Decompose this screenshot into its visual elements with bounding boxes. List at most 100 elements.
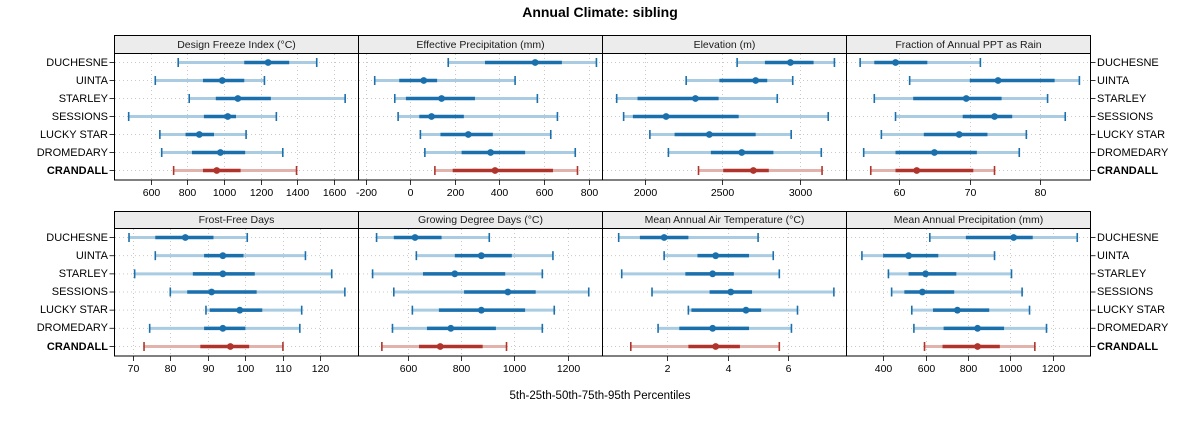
median-dot [752,77,760,84]
interval-row [697,166,823,175]
percentiles-caption: 5th-25th-50th-75th-95th Percentiles [509,390,691,402]
interval-row [375,233,491,242]
interval-row [913,323,1048,333]
site-label-right: CRANDALL [1097,164,1159,177]
median-dot [749,167,757,174]
interval-row [649,130,792,139]
median-dot [953,306,961,314]
interval-row [188,94,346,103]
site-label-right: SESSIONS [1097,110,1154,123]
site-label-left: LUCKY STAR [39,128,108,141]
interval-row [172,166,298,175]
interval-row [869,166,996,175]
median-dot [705,131,713,138]
median-dot [219,252,227,260]
site-label-left: DUCHESNE [46,231,108,244]
interval-row [617,233,759,242]
median-dot [504,288,512,296]
axis-tick-label: 90 [203,363,215,375]
median-dot [447,324,455,332]
interval-row [127,112,278,121]
interval-row [391,323,544,333]
site-label-right: SESSIONS [1097,286,1154,298]
panel: 2 4 6 [602,228,847,375]
axis-tick-label: 1400 [286,187,310,199]
site-label-left: UINTA [75,249,108,262]
axis-tick-label: 2 [665,363,671,375]
interval-row [154,251,307,261]
median-dot [892,59,899,66]
panel-border [846,228,1091,357]
median-dot [181,234,189,241]
interval-row [415,251,554,261]
median-dot [727,288,735,296]
median-dot [428,113,435,120]
axis-tick-label: 0 [408,187,414,199]
site-label-right: DUCHESNE [1097,56,1159,69]
interval-row [615,94,779,103]
panel-header: Fraction of Annual PPT as Rain [846,35,1091,54]
site-label-right: CRANDALL [1097,340,1159,353]
panel: 600 800 1000 1200 1400 1600 [109,53,359,199]
axis-tick-label: 800 [179,187,197,199]
panel-header: Design Freeze Index (°C) [114,35,359,54]
axis-tick-label: 400 [875,363,893,375]
axis-tick-label: 100 [237,363,255,375]
axis-tick-label: 1600 [323,187,347,199]
axis-tick-label: 600 [143,187,161,199]
median-dot [994,77,1002,84]
panel: -200 0 200 400 600 800 [356,53,603,199]
interval-row [622,112,830,121]
median-dot [709,270,717,278]
interval-row [143,342,284,351]
panel-header: Mean Annual Air Temperature (°C) [602,211,847,229]
interval-row [873,94,1049,103]
median-dot [922,270,929,278]
interval-row [862,148,1021,157]
axis-tick-label: 600 [918,363,936,375]
interval-row [371,269,544,279]
interval-row [657,323,793,333]
site-label-right: DUCHESNE [1097,231,1159,244]
interval-row [148,323,301,333]
interval-row [663,251,775,261]
median-dot [660,234,668,241]
median-dot [219,324,227,332]
site-label-right: STARLEY [1097,92,1147,105]
interval-row [133,269,333,279]
interval-row [667,148,823,157]
median-dot [709,324,717,332]
interval-row [894,112,1067,121]
axis-tick-label: 1000 [213,187,237,199]
median-dot [962,95,970,102]
interval-row [169,287,346,297]
median-dot [195,131,203,138]
axis-tick-label: 3000 [789,187,813,199]
site-label-left: DROMEDARY [36,322,108,335]
median-dot [487,149,494,156]
site-label-right: UINTA [1097,74,1130,87]
interval-row [929,233,1079,242]
panel-border [846,53,1091,181]
median-dot [226,343,234,350]
interval-row [160,148,284,157]
axis-tick-label: 1000 [503,363,527,375]
interval-row [629,342,781,351]
median-dot [905,252,912,260]
interval-row [411,305,556,315]
site-label-left: SESSIONS [51,286,108,298]
axis-tick-label: 70 [128,363,140,375]
median-dot [217,149,224,156]
axis-tick-label: 600 [400,363,418,375]
median-dot [224,113,232,120]
interval-row [685,76,794,85]
axis-tick-label: -200 [356,187,377,199]
median-dot [742,306,750,314]
panel-header: Mean Annual Precipitation (mm) [846,211,1091,229]
median-dot [955,131,963,138]
interval-row [887,269,1013,279]
axis-tick-label: 2500 [711,187,735,199]
axis-tick-label: 60 [894,187,906,199]
panel: 2000 2500 3000 [602,53,847,199]
median-dot [712,252,720,260]
